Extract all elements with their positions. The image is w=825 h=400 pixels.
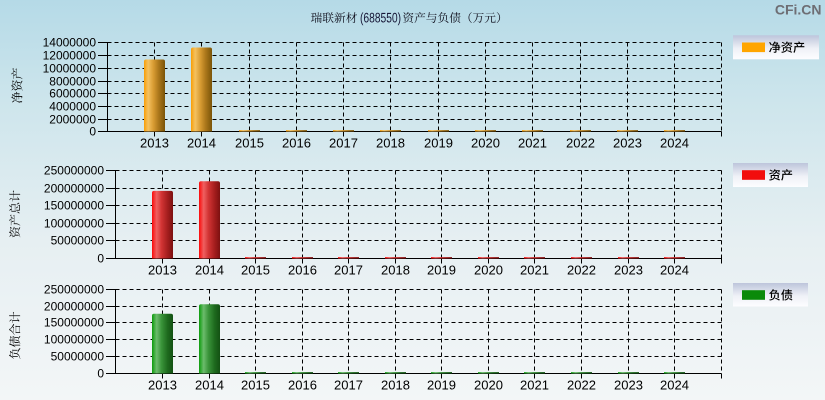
svg-text:200000000: 200000000 [44,182,104,196]
svg-text:2023: 2023 [614,263,643,278]
svg-text:200000000: 200000000 [44,300,104,314]
svg-text:100000000: 100000000 [44,333,104,347]
svg-text:50000000: 50000000 [51,350,105,364]
svg-text:2020: 2020 [471,136,500,151]
svg-text:2019: 2019 [424,136,453,151]
svg-text:150000000: 150000000 [44,199,104,213]
svg-text:4000000: 4000000 [49,100,96,114]
svg-text:0: 0 [89,125,96,139]
svg-text:2018: 2018 [376,136,405,151]
svg-text:2018: 2018 [381,263,410,278]
svg-text:2019: 2019 [427,263,456,278]
svg-text:12000000: 12000000 [43,49,97,63]
svg-text:2018: 2018 [381,378,410,393]
svg-text:2000000: 2000000 [49,113,96,127]
svg-text:2013: 2013 [148,378,177,393]
svg-text:2015: 2015 [241,378,270,393]
svg-text:100000000: 100000000 [44,217,104,231]
svg-text:2022: 2022 [567,263,596,278]
svg-text:2014: 2014 [195,378,224,393]
svg-text:2016: 2016 [288,378,317,393]
svg-text:2024: 2024 [660,136,689,151]
svg-text:6000000: 6000000 [49,87,96,101]
svg-text:2024: 2024 [660,378,689,393]
svg-text:2024: 2024 [660,263,689,278]
svg-text:10000000: 10000000 [43,62,97,76]
svg-text:2022: 2022 [567,378,596,393]
svg-text:2019: 2019 [427,378,456,393]
svg-text:250000000: 250000000 [44,164,104,178]
svg-text:2014: 2014 [195,263,224,278]
svg-text:2013: 2013 [148,263,177,278]
svg-text:2016: 2016 [288,263,317,278]
svg-text:2015: 2015 [235,136,264,151]
svg-text:2020: 2020 [474,378,503,393]
svg-text:50000000: 50000000 [51,234,105,248]
svg-text:150000000: 150000000 [44,316,104,330]
svg-text:2023: 2023 [613,136,642,151]
svg-text:2021: 2021 [520,263,549,278]
svg-text:2021: 2021 [518,136,547,151]
svg-text:2015: 2015 [241,263,270,278]
svg-text:2017: 2017 [329,136,358,151]
svg-text:2023: 2023 [614,378,643,393]
svg-text:14000000: 14000000 [43,36,97,50]
svg-text:2020: 2020 [474,263,503,278]
svg-text:0: 0 [97,367,104,381]
svg-text:250000000: 250000000 [44,283,104,297]
svg-text:0: 0 [97,252,104,266]
svg-text:2017: 2017 [334,378,363,393]
svg-text:2022: 2022 [566,136,595,151]
svg-text:2013: 2013 [140,136,169,151]
svg-text:2021: 2021 [520,378,549,393]
svg-text:2014: 2014 [187,136,216,151]
svg-text:8000000: 8000000 [49,75,96,89]
svg-text:2016: 2016 [282,136,311,151]
svg-text:CFi.CN: CFi.CN [775,2,822,18]
svg-text:2017: 2017 [334,263,363,278]
